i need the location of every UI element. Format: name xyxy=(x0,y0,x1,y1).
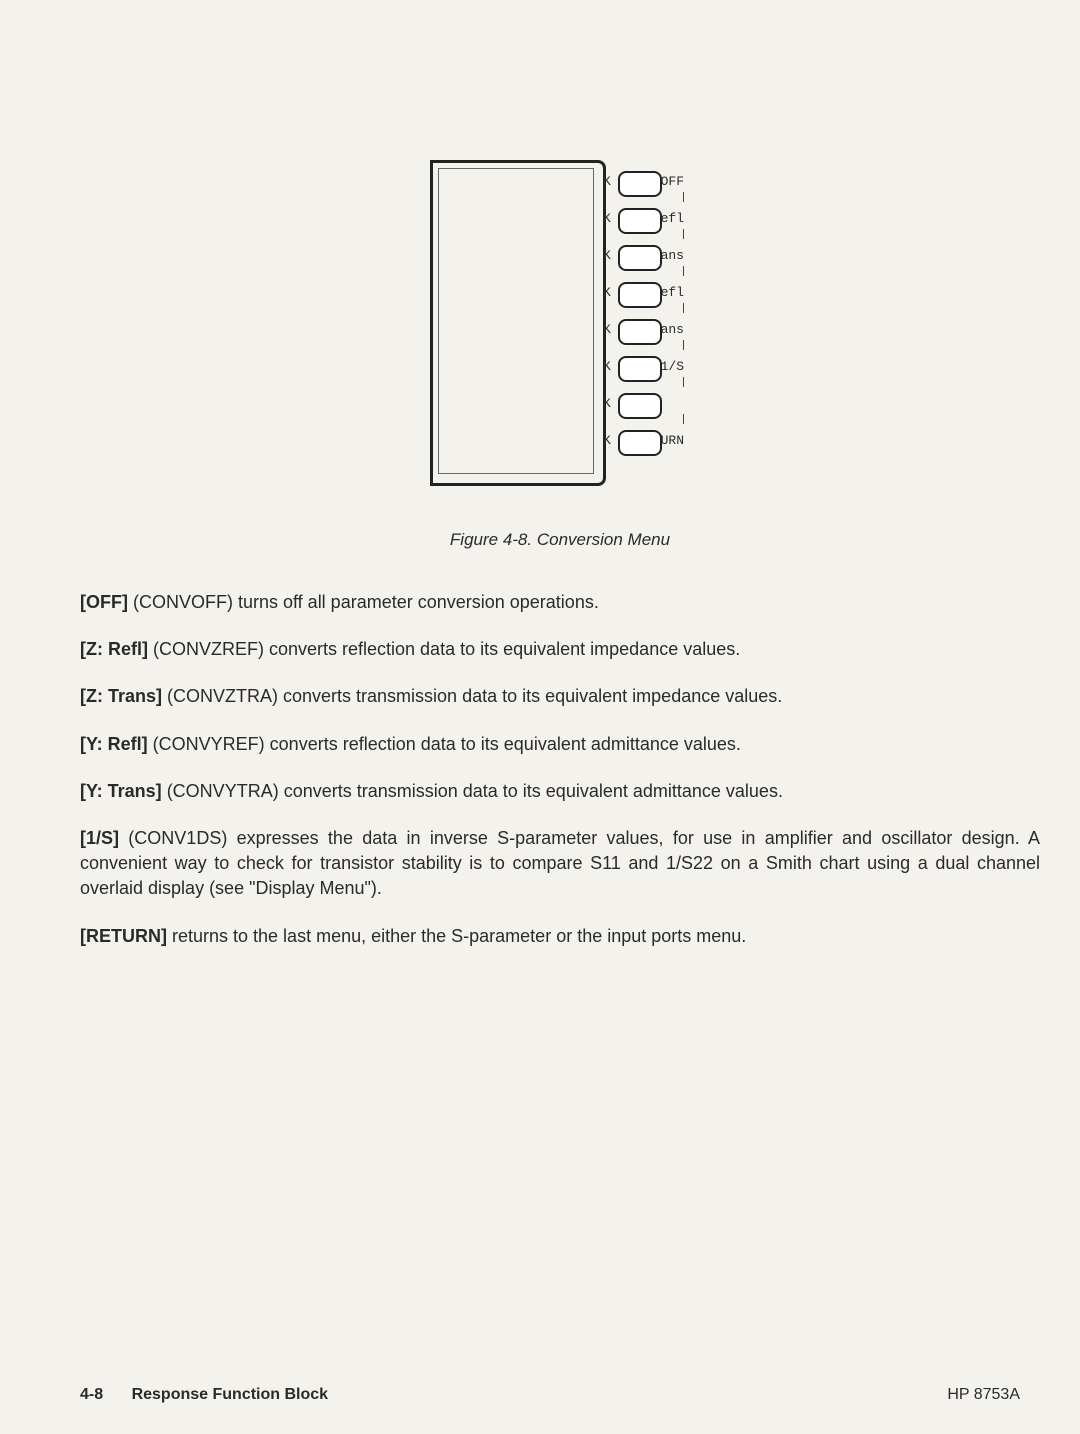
footer-section-title: Response Function Block xyxy=(132,1386,328,1403)
softkey-button[interactable] xyxy=(618,282,662,308)
description-paragraph: [Z: Refl] (CONVZREF) converts reflection… xyxy=(80,637,1040,662)
menu-label: 1/S xyxy=(661,359,684,374)
softkey-indicator: K xyxy=(603,433,611,448)
softkey-button[interactable] xyxy=(618,319,662,345)
screen-inner-frame xyxy=(438,168,594,474)
menu-separator xyxy=(683,303,684,313)
description-paragraph: [Z: Trans] (CONVZTRA) converts transmiss… xyxy=(80,684,1040,709)
description-label: [Y: Trans] xyxy=(80,781,162,801)
description-paragraph: [RETURN] returns to the last menu, eithe… xyxy=(80,924,1040,949)
softkey-indicator: K xyxy=(603,211,611,226)
softkey-indicator: K xyxy=(603,322,611,337)
menu-separator xyxy=(683,340,684,350)
softkey-button[interactable] xyxy=(618,430,662,456)
softkey-button[interactable] xyxy=(618,245,662,271)
softkey-button[interactable] xyxy=(618,208,662,234)
softkey-indicator: K xyxy=(603,174,611,189)
conversion-menu-diagram: OFFKZ: ReflKZ: TransKY: ReflKY: TransK1/… xyxy=(430,160,690,500)
description-paragraph: [OFF] (CONVOFF) turns off all parameter … xyxy=(80,590,1040,615)
description-label: [Z: Refl] xyxy=(80,639,148,659)
menu-label: OFF xyxy=(661,174,684,189)
softkey-indicator: K xyxy=(603,248,611,263)
description-label: [RETURN] xyxy=(80,926,167,946)
description-paragraph: [Y: Trans] (CONVYTRA) converts transmiss… xyxy=(80,779,1040,804)
menu-separator xyxy=(683,192,684,202)
description-label: [OFF] xyxy=(80,592,128,612)
softkey-button[interactable] xyxy=(618,393,662,419)
page-content: OFFKZ: ReflKZ: TransKY: ReflKY: TransK1/… xyxy=(80,40,1040,1394)
descriptions-block: [OFF] (CONVOFF) turns off all parameter … xyxy=(80,590,1040,949)
softkey-button[interactable] xyxy=(618,356,662,382)
footer-model: HP 8753A xyxy=(947,1386,1020,1404)
footer-left: 4-8 Response Function Block xyxy=(80,1386,328,1404)
description-paragraph: [1/S] (CONV1DS) expresses the data in in… xyxy=(80,826,1040,902)
softkey-indicator: K xyxy=(603,359,611,374)
footer-page-number: 4-8 xyxy=(80,1386,103,1403)
softkey-indicator: K xyxy=(603,285,611,300)
page-footer: 4-8 Response Function Block HP 8753A xyxy=(80,1386,1020,1404)
description-paragraph: [Y: Refl] (CONVYREF) converts reflection… xyxy=(80,732,1040,757)
description-label: [Y: Refl] xyxy=(80,734,148,754)
figure-caption: Figure 4-8. Conversion Menu xyxy=(80,530,1040,550)
description-label: [Z: Trans] xyxy=(80,686,162,706)
description-label: [1/S] xyxy=(80,828,119,848)
softkey-indicator: K xyxy=(603,396,611,411)
menu-separator xyxy=(683,266,684,276)
menu-separator xyxy=(683,377,684,387)
menu-separator xyxy=(683,229,684,239)
softkey-button[interactable] xyxy=(618,171,662,197)
menu-separator xyxy=(683,414,684,424)
